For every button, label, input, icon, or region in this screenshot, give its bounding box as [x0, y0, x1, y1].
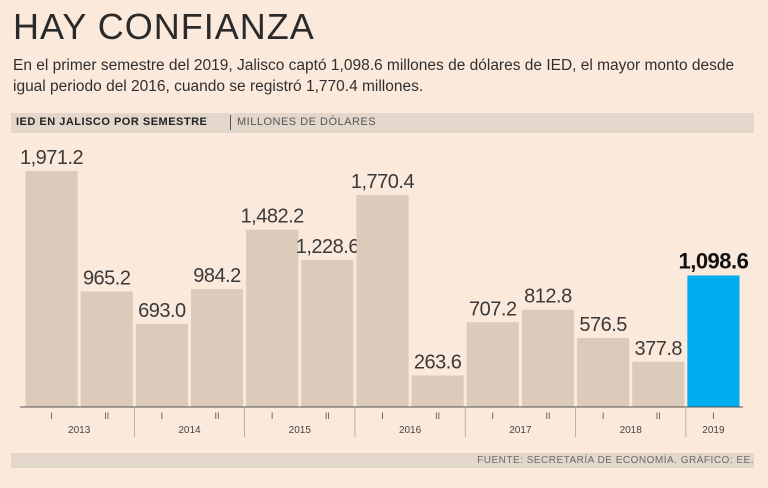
semester-tick-label: I	[492, 411, 495, 421]
bar-value-label: 693.0	[138, 300, 186, 322]
year-label: 2019	[702, 425, 725, 436]
footer-strip	[11, 453, 754, 468]
bar-2018-i	[577, 337, 630, 407]
semester-tick-label: II	[325, 411, 330, 421]
chart-subtitle: En el primer semestre del 2019, Jalisco …	[13, 57, 735, 95]
bar-value-label: 1,971.2	[20, 147, 84, 169]
bar-value-label: 263.6	[414, 351, 462, 373]
chart-title: HAY CONFIANZA	[13, 6, 315, 47]
semester-tick-label: I	[381, 411, 384, 421]
source-credit: FUENTE: SECRETARÍA DE ECONOMÍA. GRÁFICO:…	[477, 455, 754, 466]
semester-tick-label: II	[435, 411, 440, 421]
bar-2016-ii	[411, 375, 464, 407]
bar-2013-ii	[80, 291, 133, 407]
bar-value-label: 576.5	[579, 314, 627, 336]
semester-tick-label: II	[656, 411, 661, 421]
bar-value-label: 1,228.6	[296, 236, 360, 258]
bar-value-label: 1,482.2	[241, 206, 305, 228]
bar-2019-i	[687, 275, 740, 407]
year-label: 2015	[289, 425, 312, 436]
semester-tick-label: I	[161, 411, 164, 421]
semester-tick-label: I	[271, 411, 274, 421]
bar-value-label: 984.2	[193, 265, 241, 287]
bar-2017-ii	[521, 309, 575, 407]
semester-tick-label: I	[50, 411, 53, 421]
bar-value-label: 1,098.6	[678, 248, 748, 273]
semester-tick-label: II	[545, 411, 550, 421]
chart-unit-label: MILLONES DE DÓLARES	[237, 116, 377, 128]
bar-2017-i	[466, 322, 519, 407]
bar-value-label: 1,770.4	[351, 171, 415, 193]
bar-2015-i	[246, 229, 299, 407]
semester-tick-label: I	[602, 411, 605, 421]
year-label: 2016	[399, 425, 422, 436]
bar-2015-ii	[301, 259, 354, 407]
bar-2016-i	[356, 195, 409, 407]
semester-tick-label: II	[215, 411, 220, 421]
bar-2014-ii	[190, 289, 244, 407]
strip-divider	[230, 115, 231, 130]
chart-series-title: IED EN JALISCO POR SEMESTRE	[16, 116, 208, 128]
chart-header-strip: IED EN JALISCO POR SEMESTRE MILLONES DE …	[11, 113, 754, 133]
year-label: 2018	[620, 425, 643, 436]
year-label: 2017	[509, 425, 532, 436]
bar-2018-ii	[632, 361, 685, 407]
bar-value-label: 812.8	[524, 286, 572, 308]
year-label: 2014	[178, 425, 201, 436]
bar-value-label: 377.8	[634, 338, 682, 360]
semester-tick-label: I	[712, 411, 715, 421]
semester-tick-label: II	[104, 411, 109, 421]
bar-2013-i	[25, 171, 78, 407]
year-label: 2013	[68, 425, 91, 436]
bar-2014-i	[135, 324, 188, 407]
bar-value-label: 965.2	[83, 267, 131, 289]
bar-value-label: 707.2	[469, 298, 517, 320]
